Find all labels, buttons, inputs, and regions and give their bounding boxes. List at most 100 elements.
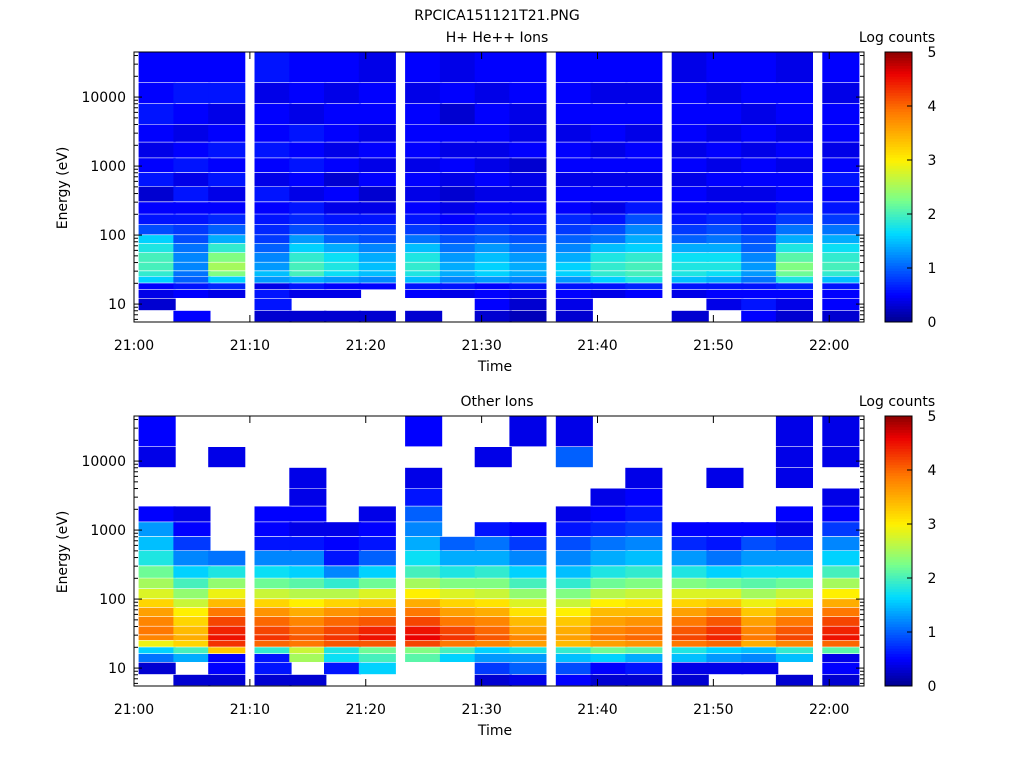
heatmap-cell	[474, 447, 512, 468]
heatmap-cell	[138, 635, 176, 641]
heatmap-cell	[254, 202, 292, 214]
colorbar-segment	[885, 138, 912, 142]
heatmap-cell	[208, 626, 246, 635]
heatmap-cell	[358, 310, 396, 322]
colorbar-segment	[885, 181, 912, 185]
heatmap-cell	[173, 647, 211, 654]
heatmap-cell	[555, 662, 593, 675]
heatmap-cell	[474, 262, 512, 271]
heatmap-cell	[324, 550, 362, 566]
heatmap-cell	[775, 654, 813, 662]
heatmap-cell	[625, 253, 663, 262]
heatmap-cell	[324, 290, 362, 298]
colorbar-tick-label: 3	[928, 517, 937, 533]
heatmap-cell	[775, 271, 813, 277]
heatmap-cell	[439, 186, 477, 202]
x-tick-label: 21:00	[114, 338, 154, 354]
y-tick-label: 100	[99, 592, 126, 608]
heatmap-cell	[439, 103, 477, 124]
y-tick-label: 1000	[90, 523, 126, 539]
heatmap-cell	[474, 271, 512, 277]
heatmap-cell	[555, 83, 593, 104]
heatmap-cell	[208, 235, 246, 244]
heatmap-cell	[289, 235, 327, 244]
heatmap-cell	[324, 662, 362, 675]
colorbar-segment	[885, 499, 912, 503]
heatmap-cell	[173, 271, 211, 277]
colorbar-segment	[885, 583, 912, 587]
colorbar-segment	[885, 610, 912, 614]
heatmap-cell	[324, 253, 362, 262]
heatmap-cell	[775, 142, 813, 158]
colorbar-segment	[885, 432, 912, 436]
heatmap-cell	[706, 103, 744, 124]
heatmap-cell	[173, 235, 211, 244]
heatmap-cell	[775, 202, 813, 214]
heatmap-cell	[625, 271, 663, 277]
colorbar-segment	[885, 621, 912, 625]
heatmap-cell	[671, 103, 709, 124]
heatmap-cell	[358, 626, 396, 635]
heatmap-cell	[822, 654, 860, 662]
heatmap-cell	[208, 607, 246, 617]
heatmap-cell	[590, 253, 628, 262]
heatmap-cell	[324, 640, 362, 647]
colorbar-segment	[885, 135, 912, 139]
colorbar-segment	[885, 599, 912, 603]
heatmap-cell	[741, 617, 779, 626]
y-tick-label: 10	[108, 297, 126, 313]
heatmap-cell	[775, 298, 813, 311]
colorbar-segment	[885, 232, 912, 237]
heatmap-cell	[358, 640, 396, 647]
heatmap-cell	[671, 276, 709, 283]
heatmap-cell	[741, 202, 779, 214]
heatmap-cell	[590, 589, 628, 599]
heatmap-cell	[358, 142, 396, 158]
heatmap-cell	[173, 142, 211, 158]
y-tick-label: 10000	[81, 90, 126, 106]
heatmap-cell	[706, 214, 744, 225]
heatmap-cell	[555, 635, 593, 641]
heatmap-cell	[439, 550, 477, 566]
colorbar-segment	[885, 106, 912, 110]
colorbar-segment	[885, 176, 912, 180]
heatmap-cell	[358, 271, 396, 277]
heatmap-cell	[706, 662, 744, 675]
heatmap-cell	[439, 142, 477, 158]
colorbar-segment	[885, 273, 912, 277]
heatmap-cell	[324, 276, 362, 283]
heatmap-cell	[254, 262, 292, 271]
heatmap-cell	[671, 626, 709, 635]
colorbar-segment	[885, 648, 912, 652]
heatmap-cell	[671, 647, 709, 654]
heatmap-cell	[555, 283, 593, 290]
heatmap-cell	[590, 276, 628, 283]
colorbar-segment	[885, 637, 912, 641]
heatmap-cell	[509, 235, 547, 244]
heatmap-cell	[474, 607, 512, 617]
heatmap-cell	[590, 599, 628, 608]
heatmap-cell	[671, 290, 709, 298]
heatmap-cell	[741, 310, 779, 322]
heatmap-cell	[439, 626, 477, 635]
heatmap-cell	[706, 599, 744, 608]
heatmap-cell	[775, 283, 813, 290]
heatmap-cell	[474, 142, 512, 158]
heatmap-cell	[474, 283, 512, 290]
colorbar-segment	[885, 456, 912, 460]
heatmap-cell	[405, 310, 443, 322]
colorbar-segment	[885, 575, 912, 579]
heatmap-cell	[671, 662, 709, 675]
colorbar-segment	[885, 494, 912, 498]
colorbar-tick-label: 0	[928, 315, 937, 331]
heatmap-cell	[324, 142, 362, 158]
heatmap-cell	[555, 617, 593, 626]
heatmap-cell	[706, 83, 744, 104]
heatmap-cell	[208, 225, 246, 235]
heatmap-cell	[405, 172, 443, 187]
heatmap-cell	[590, 506, 628, 522]
heatmap-cell	[590, 654, 628, 662]
heatmap-cell	[358, 506, 396, 522]
colorbar-tick-label: 5	[928, 45, 937, 61]
